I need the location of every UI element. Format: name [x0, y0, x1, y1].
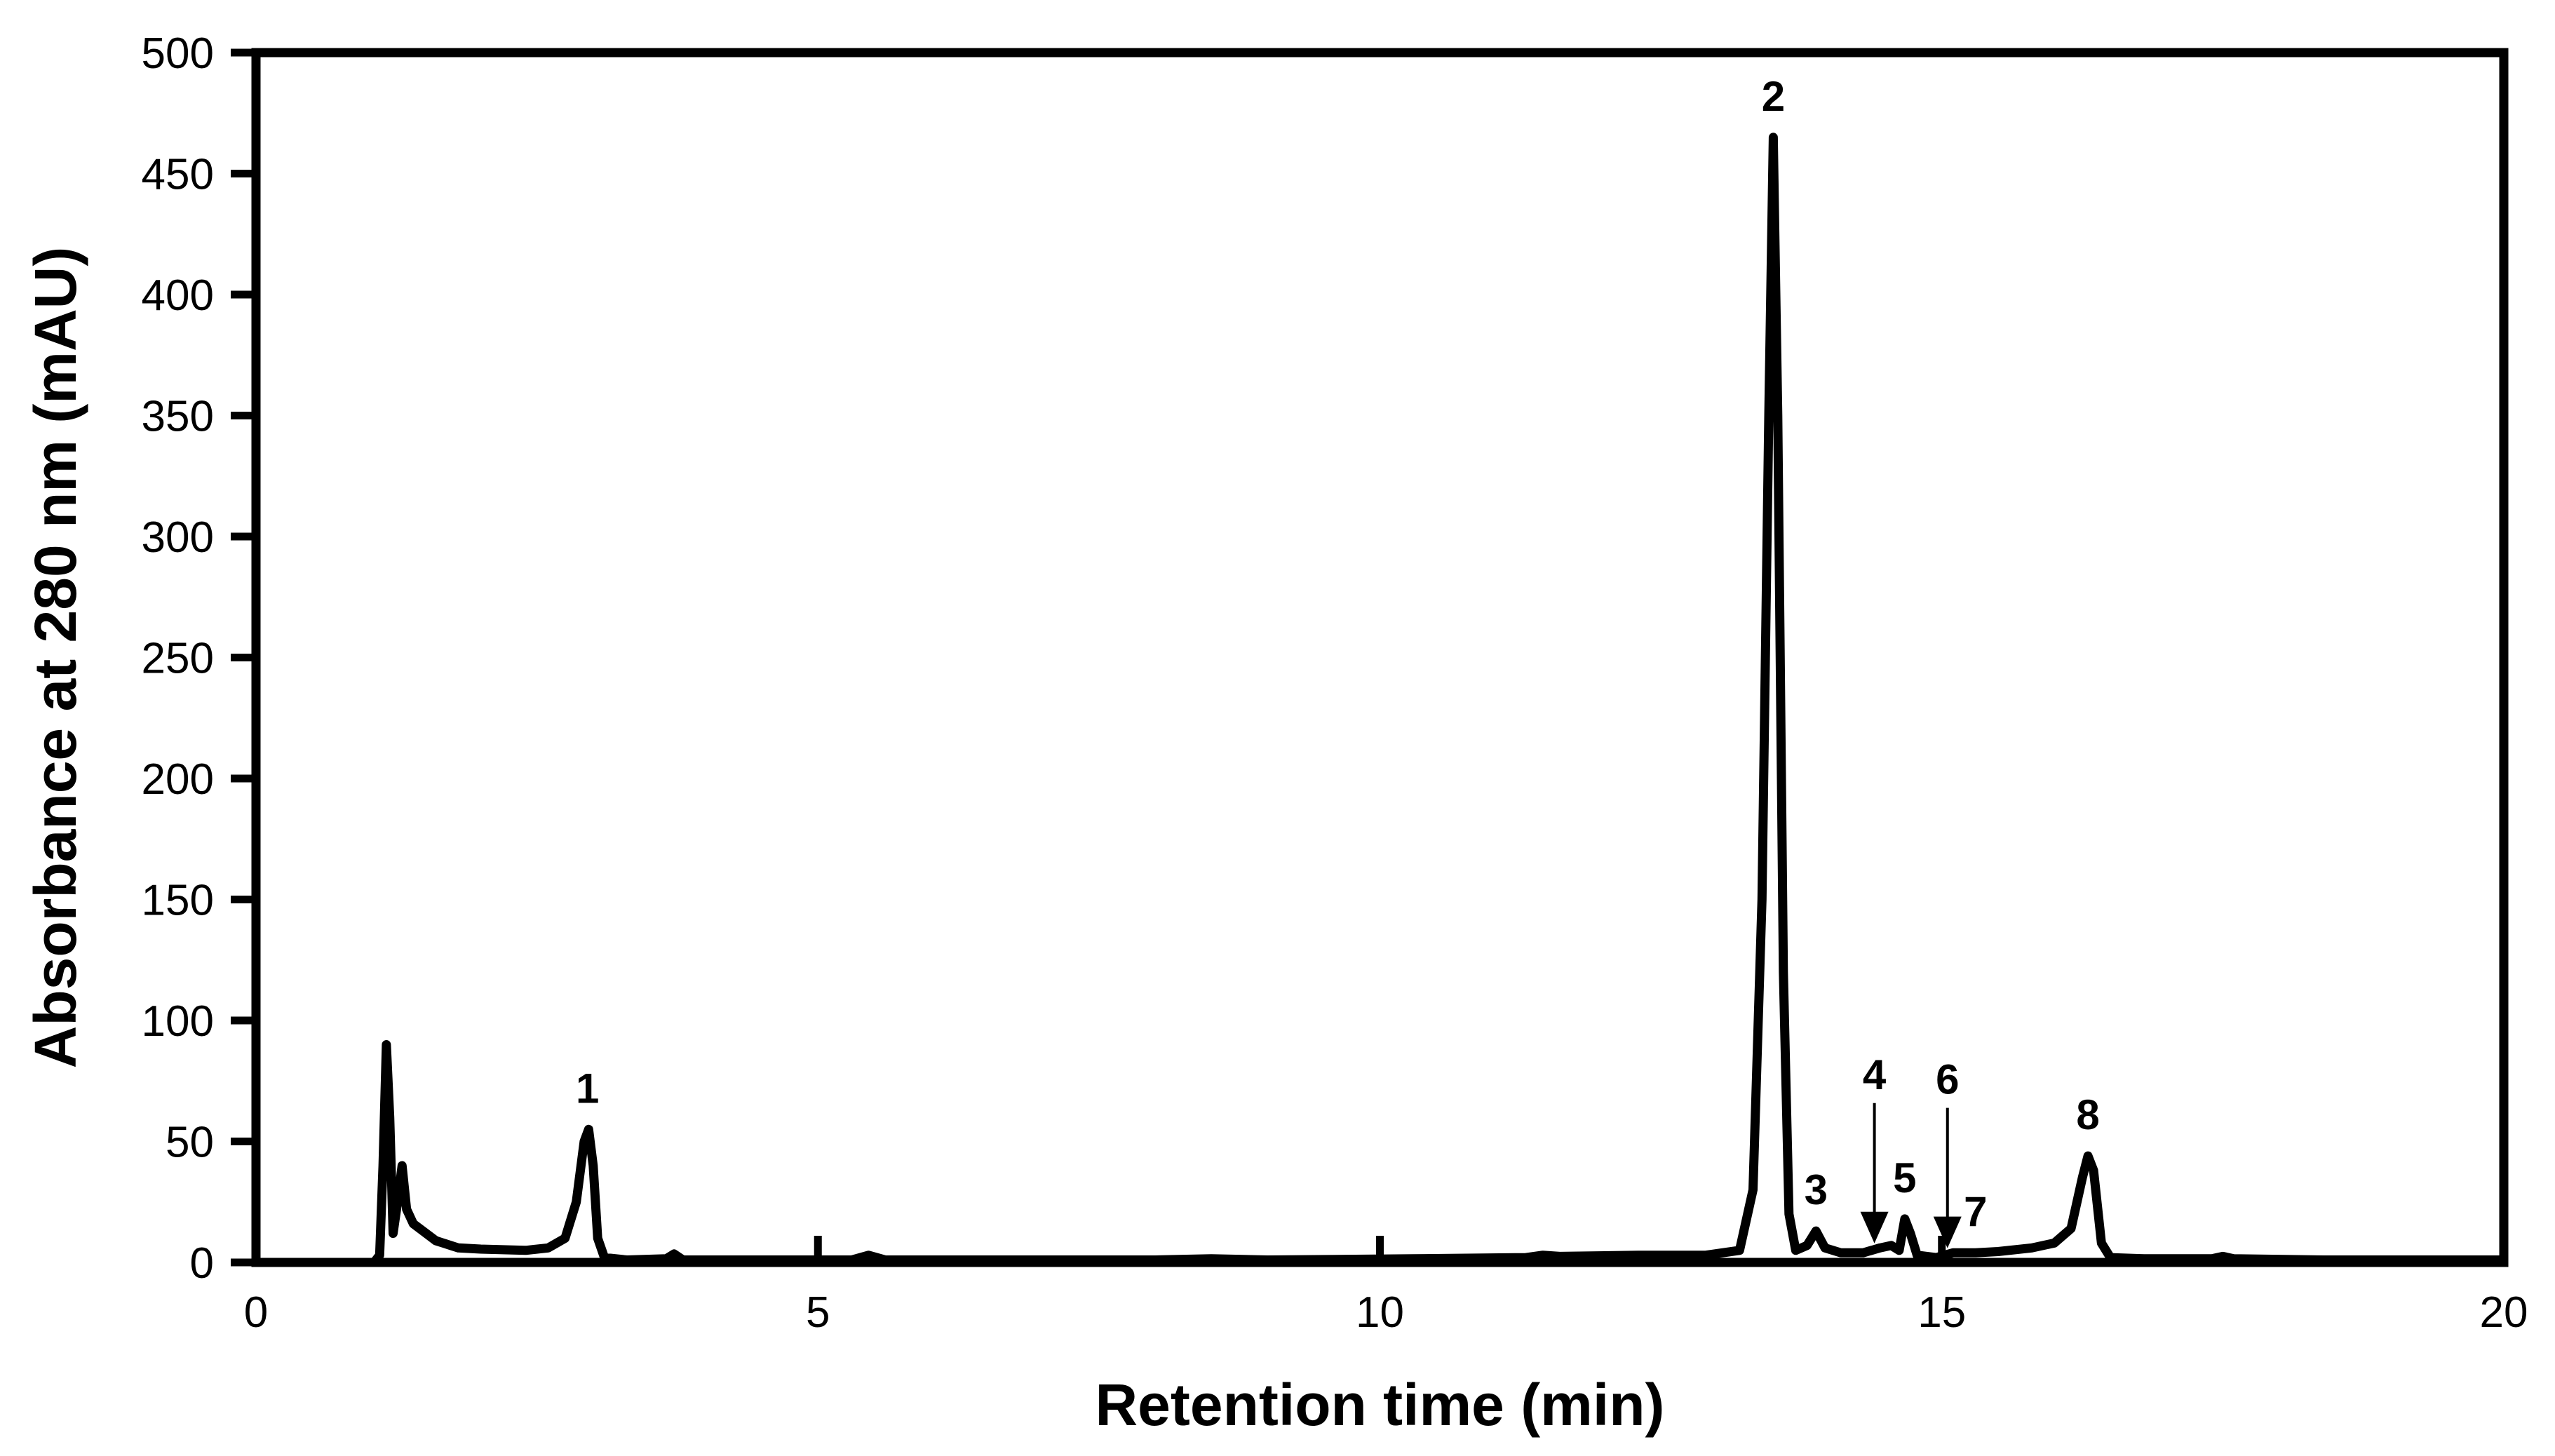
- peak-label: 2: [1762, 73, 1785, 120]
- x-tick-label: 15: [1917, 1288, 1966, 1337]
- y-tick-label: 150: [142, 877, 214, 925]
- x-tick-label: 5: [806, 1288, 830, 1337]
- peak-label: 1: [576, 1065, 599, 1112]
- peak-label: 5: [1893, 1154, 1916, 1201]
- y-tick-label: 50: [166, 1119, 214, 1167]
- peak-label: 8: [2076, 1091, 2099, 1138]
- peak-annotations: 1 2 3 4 5 6 7 8: [576, 73, 2100, 1248]
- chromatogram-trace: [251, 133, 2509, 1267]
- y-tick-label: 100: [142, 997, 214, 1046]
- peak-label: 4: [1863, 1051, 1887, 1098]
- plot-frame: [251, 48, 2509, 1267]
- x-axis-title: Retention time (min): [1096, 1372, 1665, 1438]
- peak-arrow-head: [1860, 1211, 1889, 1243]
- x-tick-label: 10: [1356, 1288, 1404, 1337]
- y-tick-label: 500: [142, 29, 214, 78]
- x-tick-label: 0: [244, 1288, 268, 1337]
- y-tick-label: 250: [142, 635, 214, 683]
- peak-label: 6: [1936, 1056, 1959, 1103]
- y-tick-label: 400: [142, 271, 214, 320]
- y-tick-label: 350: [142, 393, 214, 441]
- y-tick-label: 450: [142, 151, 214, 199]
- y-tick-label: 300: [142, 513, 214, 562]
- y-axis-title: Absorbance at 280 nm (mAU): [22, 247, 88, 1069]
- y-tick-label: 0: [190, 1239, 214, 1288]
- peak-label: 3: [1805, 1166, 1828, 1213]
- y-tick-label: 200: [142, 755, 214, 804]
- peak-arrow-head: [1933, 1216, 1962, 1248]
- peak-label: 7: [1964, 1188, 1987, 1235]
- x-tick-label: 20: [2480, 1288, 2528, 1337]
